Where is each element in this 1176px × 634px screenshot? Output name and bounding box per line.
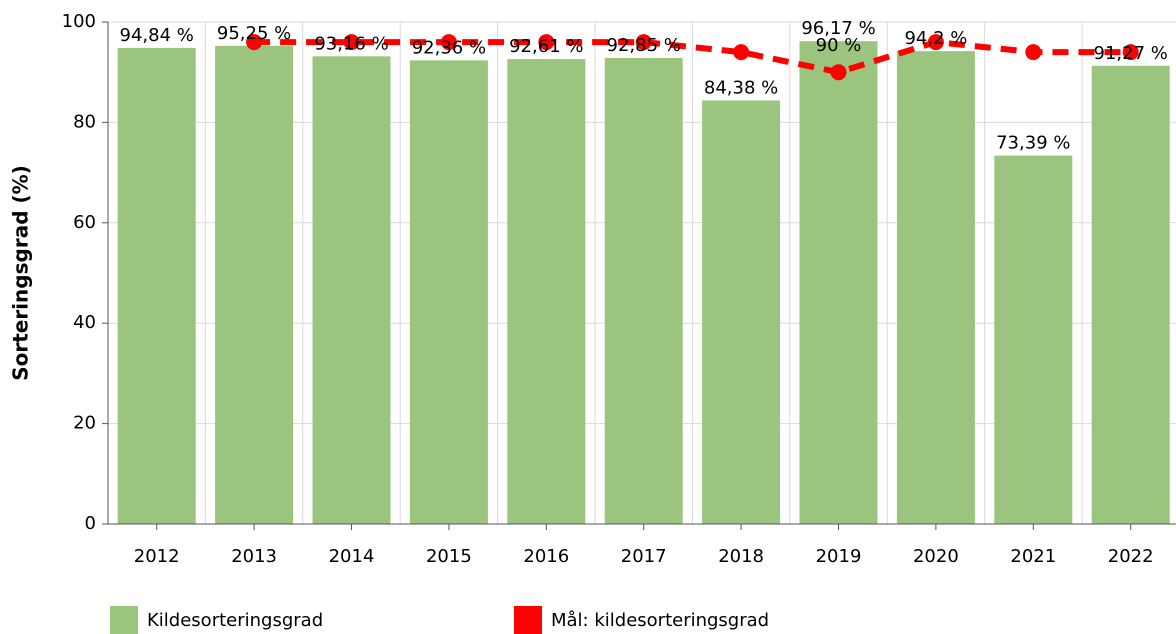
y-tick-label: 0 (85, 513, 96, 534)
line-point (538, 34, 555, 51)
line-point (246, 34, 263, 51)
line-point (733, 44, 750, 61)
x-tick-label: 2015 (426, 546, 472, 567)
bar (1091, 65, 1170, 525)
bar (507, 59, 586, 524)
line-point (1025, 44, 1042, 61)
y-tick-label: 60 (73, 212, 96, 233)
data-label: 93,16 % (314, 33, 388, 54)
x-tick-label: 2017 (621, 546, 667, 567)
bar (409, 60, 488, 525)
bar (312, 56, 391, 525)
y-tick-label: 100 (62, 11, 96, 32)
legend-swatch (110, 606, 138, 634)
bar (702, 100, 781, 524)
legend-label: Mål: kildesorteringsgrad (551, 610, 769, 631)
data-label: 96,17 % (801, 18, 875, 39)
x-tick-label: 2014 (329, 546, 375, 567)
x-tick-label: 2019 (816, 546, 862, 567)
bar (117, 47, 196, 524)
data-label: 84,38 % (704, 77, 778, 98)
bar (215, 45, 294, 524)
bar (604, 57, 683, 524)
data-label: 94,2 % (904, 28, 967, 49)
data-label: 92,61 % (509, 36, 583, 57)
x-tick-label: 2018 (718, 546, 764, 567)
line-point (1122, 44, 1139, 61)
x-tick-label: 2022 (1108, 546, 1154, 567)
bar (896, 51, 975, 525)
line-point (343, 34, 360, 51)
data-label: 90 % (816, 35, 862, 56)
bar (994, 155, 1073, 524)
line-point (440, 34, 457, 51)
data-label: 92,85 % (607, 35, 681, 56)
x-tick-label: 2021 (1010, 546, 1056, 567)
line-point (635, 34, 652, 51)
bar (799, 41, 878, 525)
line (254, 39, 1131, 76)
data-label: 91,27 % (1094, 43, 1168, 64)
x-tick-label: 2016 (523, 546, 569, 567)
y-tick-label: 40 (73, 312, 96, 333)
data-label: 94,84 % (120, 25, 194, 46)
x-tick-label: 2012 (134, 546, 180, 567)
y-tick-label: 20 (73, 413, 96, 434)
data-label: 95,25 % (217, 23, 291, 44)
data-label: 73,39 % (996, 133, 1070, 154)
legend-swatch (514, 606, 542, 634)
line-point (830, 64, 847, 81)
data-label: 92,36 % (412, 37, 486, 58)
y-tick-label: 80 (73, 111, 96, 132)
legend-label: Kildesorteringsgrad (147, 610, 323, 631)
line-point (927, 34, 944, 51)
x-tick-label: 2020 (913, 546, 959, 567)
x-tick-label: 2013 (231, 546, 277, 567)
y-axis-title: Sorteringsgrad (%) (9, 165, 33, 381)
